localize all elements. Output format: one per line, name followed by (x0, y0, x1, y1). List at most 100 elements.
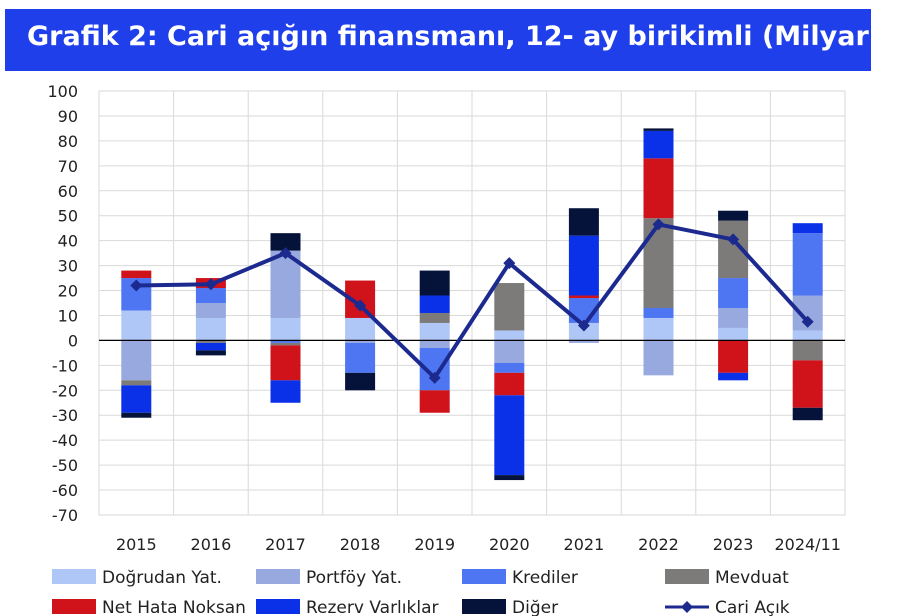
legend-label: Diğer (512, 598, 558, 616)
bar-segment (345, 342, 376, 373)
y-tick-label: -20 (52, 381, 78, 400)
y-tick-label: 80 (58, 132, 78, 151)
y-tick-label: 10 (58, 306, 78, 325)
line-marker (130, 279, 143, 292)
y-tick-label: 100 (47, 82, 78, 101)
chart-title: Grafik 2: Cari açığın finansmanı, 12- ay… (5, 9, 871, 108)
legend-swatch (52, 569, 96, 584)
bar-segment (643, 307, 674, 318)
line-marker (727, 233, 740, 246)
x-tick-label: 2019 (414, 535, 455, 554)
x-tick-label: 2024/11 (774, 535, 840, 554)
y-tick-label: 90 (58, 107, 78, 126)
legend-swatch (256, 599, 300, 614)
legend-label: Portföy Yat. (306, 568, 402, 588)
bar-segment (419, 322, 450, 341)
legend-swatch (52, 599, 96, 614)
bar-segment (792, 330, 823, 341)
legend-label: Krediler (512, 568, 578, 588)
bar-segment (121, 270, 152, 279)
legend-label: Doğrudan Yat. (102, 568, 222, 588)
bar-segment (345, 372, 376, 391)
bar-segment (568, 295, 599, 299)
bar-segment (270, 317, 301, 341)
bar-segment (270, 340, 301, 343)
y-tick-label: 0 (68, 331, 78, 350)
y-tick-label: -40 (52, 431, 78, 450)
line-series (136, 222, 810, 380)
bar-segment (419, 312, 450, 323)
line-marker (801, 315, 814, 328)
y-tick-label: -30 (52, 406, 78, 425)
bar-segment (195, 317, 226, 341)
bar-segment (494, 372, 525, 396)
bar-segment (792, 407, 823, 421)
bar-segment (121, 340, 152, 381)
bar-segment (494, 340, 525, 363)
bar-segment (718, 372, 749, 381)
bar-segment (121, 310, 152, 341)
bar-segment (494, 283, 525, 331)
y-tick-label: 50 (58, 207, 78, 226)
bar-segment (419, 340, 450, 348)
y-tick-label: 70 (58, 157, 78, 176)
line-marker (204, 278, 217, 291)
bar-segment (718, 340, 749, 373)
legend-label: Net Hata Noksan (102, 598, 246, 616)
x-tick-label: 2023 (713, 535, 754, 554)
bar-segment (270, 345, 301, 381)
y-tick-label: 40 (58, 232, 78, 251)
bar-segment (643, 130, 674, 159)
line-marker (279, 247, 292, 260)
line-marker (503, 257, 516, 270)
bar-segment (792, 360, 823, 408)
y-tick-label: -50 (52, 456, 78, 475)
bar-segment (643, 128, 674, 131)
y-tick-label: 20 (58, 282, 78, 301)
legend-swatch (462, 599, 506, 614)
bar-segment (270, 380, 301, 403)
x-tick-label: 2022 (638, 535, 679, 554)
bar-segment (494, 475, 525, 481)
y-tick-label: -60 (52, 481, 78, 500)
bar-segment (195, 340, 226, 343)
y-tick-label: 30 (58, 257, 78, 276)
bar-segment (494, 395, 525, 476)
bar-segment (643, 218, 674, 308)
legend-swatch (256, 569, 300, 584)
bar-segment (419, 295, 450, 313)
legend-swatch (665, 569, 709, 584)
bar-segment (568, 322, 599, 341)
bar-segment (792, 233, 823, 296)
bar-segment (643, 317, 674, 341)
legend-marker (681, 601, 693, 613)
bar-segment (718, 278, 749, 308)
bar-segment (568, 235, 599, 296)
bar-segment (792, 223, 823, 234)
line-marker (577, 319, 590, 332)
bar-segment (121, 412, 152, 418)
bar-segment (718, 307, 749, 328)
bar-segment (195, 350, 226, 356)
bar-segment (121, 385, 152, 413)
y-tick-label: -10 (52, 356, 78, 375)
bar-segment (345, 340, 376, 343)
x-tick-label: 2015 (116, 535, 157, 554)
line-marker (652, 218, 665, 231)
bar-segment (345, 317, 376, 341)
legend-swatch (462, 569, 506, 584)
line-marker (354, 299, 367, 312)
legend-label: Mevduat (715, 568, 789, 588)
bar-segment (195, 342, 226, 351)
legend-label: Rezerv Varlıklar (306, 598, 438, 616)
x-tick-label: 2021 (564, 535, 605, 554)
bar-segment (494, 330, 525, 341)
y-tick-label: 60 (58, 182, 78, 201)
bar-segment (419, 390, 450, 413)
x-tick-label: 2018 (340, 535, 381, 554)
bar-segment (568, 340, 599, 343)
y-tick-label: -70 (52, 506, 78, 525)
bar-segment (270, 342, 301, 346)
x-tick-label: 2017 (265, 535, 306, 554)
